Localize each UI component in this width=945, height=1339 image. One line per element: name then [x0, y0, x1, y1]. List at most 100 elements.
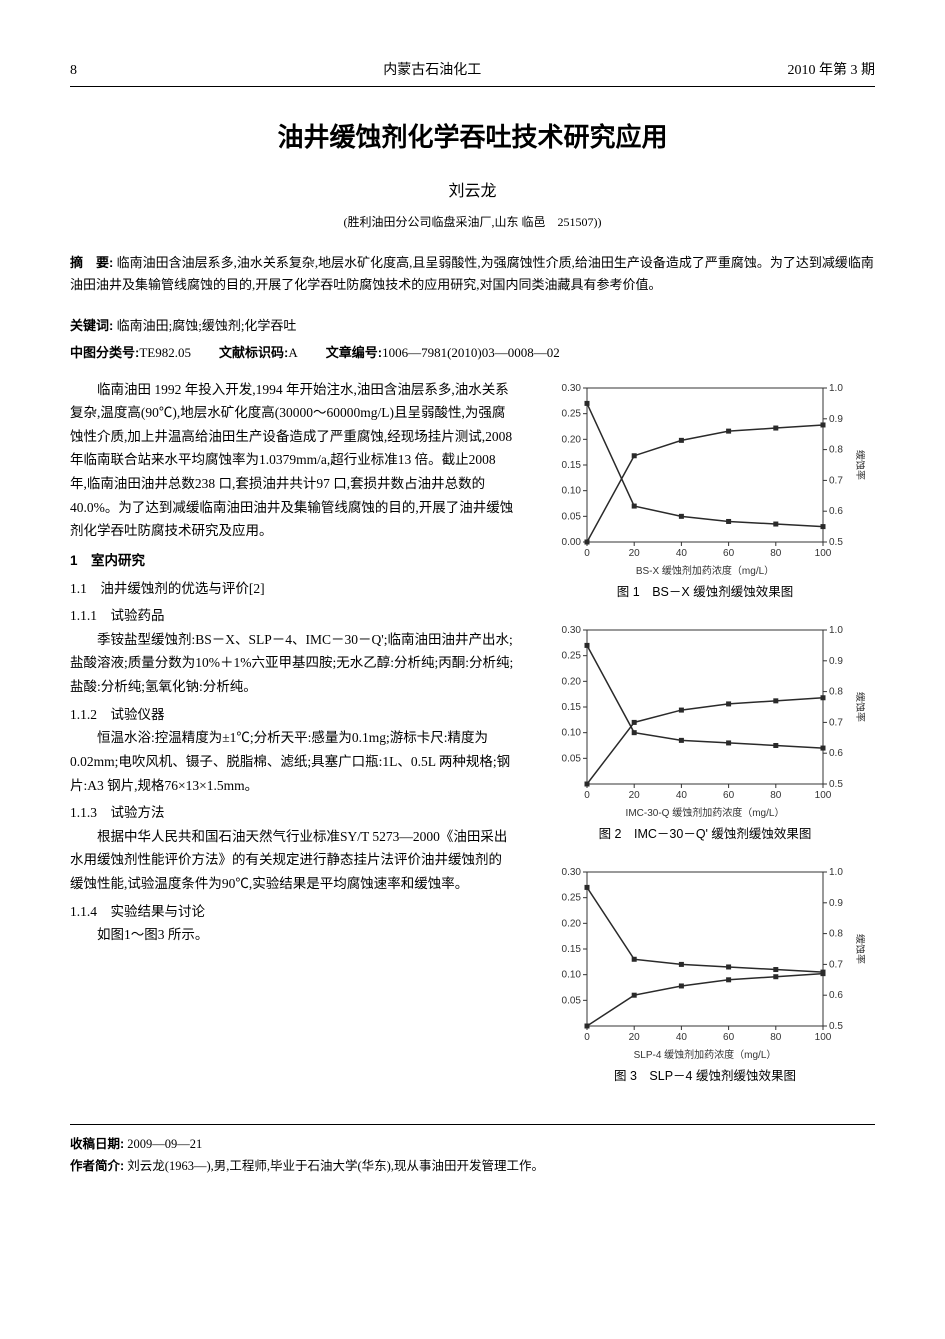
chart-2-caption: 图 2 IMC－30－Q' 缓蚀剂缓蚀效果图 — [535, 824, 875, 844]
svg-text:0.30: 0.30 — [562, 625, 582, 636]
svg-text:0.6: 0.6 — [829, 748, 843, 759]
svg-text:0.00: 0.00 — [562, 537, 582, 548]
svg-text:100: 100 — [815, 790, 832, 801]
svg-text:100: 100 — [815, 1032, 832, 1043]
svg-text:0.7: 0.7 — [829, 717, 843, 728]
svg-text:0.30: 0.30 — [562, 383, 582, 394]
chart-2-container: 0 20 40 60 80 100 IMC-30-Q 缓蚀剂加药浓度（mg/L） 0.05 0.… — [535, 620, 875, 852]
svg-text:40: 40 — [676, 790, 688, 801]
clc-label: 中图分类号: — [70, 345, 139, 360]
articleno-group: 文章编号:1006—7981(2010)03—0008—02 — [326, 343, 560, 364]
svg-text:60: 60 — [723, 548, 735, 559]
section-1-1-2-text: 恒温水浴:控温精度为±1℃;分析天平:感量为0.1mg;游标卡尺:精度为0.02… — [70, 726, 515, 797]
clc-group: 中图分类号:TE982.05 — [70, 343, 191, 364]
svg-text:0.25: 0.25 — [562, 650, 582, 661]
svg-text:20: 20 — [629, 548, 641, 559]
section-1-1-1-heading: 1.1.1 试验药品 — [70, 604, 515, 628]
svg-text:0.5: 0.5 — [829, 537, 843, 548]
svg-text:0.10: 0.10 — [562, 485, 582, 496]
right-column: 0 20 40 60 80 100 BS-X 缓蚀剂加药浓度（mg/L） 0.00 0.05 0.… — [535, 378, 875, 1094]
svg-text:0.20: 0.20 — [562, 676, 582, 687]
svg-text:0.05: 0.05 — [562, 995, 582, 1006]
two-column-content: 临南油田 1992 年投入开发,1994 年开始注水,油田含油层系多,油水关系复… — [70, 378, 875, 1094]
svg-text:IMC-30-Q 缓蚀剂加药浓度（mg/L）: IMC-30-Q 缓蚀剂加药浓度（mg/L） — [626, 806, 785, 819]
svg-text:0.25: 0.25 — [562, 892, 582, 903]
articleno-label: 文章编号: — [326, 345, 382, 360]
bio-label: 作者简介: — [70, 1159, 124, 1173]
keywords-text: 临南油田;腐蚀;缓蚀剂;化学吞吐 — [117, 318, 297, 333]
intro-paragraph: 临南油田 1992 年投入开发,1994 年开始注水,油田含油层系多,油水关系复… — [70, 378, 515, 543]
svg-text:0.6: 0.6 — [829, 506, 843, 517]
section-1-heading: 1 室内研究 — [70, 549, 515, 573]
svg-text:0.30: 0.30 — [562, 867, 582, 878]
chart-3-container: 020406080100SLP-4 缓蚀剂加药浓度（mg/L）0.050.100… — [535, 862, 875, 1094]
svg-text:BS-X 缓蚀剂加药浓度（mg/L）: BS-X 缓蚀剂加药浓度（mg/L） — [636, 564, 774, 577]
svg-text:0.9: 0.9 — [829, 897, 843, 908]
svg-text:SLP-4 缓蚀剂加药浓度（mg/L）: SLP-4 缓蚀剂加药浓度（mg/L） — [634, 1048, 777, 1061]
svg-text:0.05: 0.05 — [562, 753, 582, 764]
svg-text:0.6: 0.6 — [829, 990, 843, 1001]
footer-block: 收稿日期: 2009—09—21 作者简介: 刘云龙(1963—),男,工程师,… — [70, 1124, 875, 1178]
keywords-label: 关键词: — [70, 318, 113, 333]
svg-text:0.8: 0.8 — [829, 444, 843, 455]
svg-text:0.5: 0.5 — [829, 779, 843, 790]
svg-text:20: 20 — [629, 1032, 641, 1043]
abstract-label: 摘 要: — [70, 255, 113, 270]
author-bio-line: 作者简介: 刘云龙(1963—),男,工程师,毕业于石油大学(华东),现从事油田… — [70, 1155, 875, 1178]
bio-text: 刘云龙(1963—),男,工程师,毕业于石油大学(华东),现从事油田开发管理工作… — [127, 1159, 544, 1173]
svg-text:缓蚀率: 缓蚀率 — [854, 450, 865, 480]
author-affiliation: (胜利油田分公司临盘采油厂,山东 临邑 251507)) — [70, 213, 875, 232]
doccode-label: 文献标识码: — [219, 345, 288, 360]
svg-text:40: 40 — [676, 548, 688, 559]
chart-3-svg: 020406080100SLP-4 缓蚀剂加药浓度（mg/L）0.050.100… — [545, 862, 865, 1062]
svg-text:80: 80 — [770, 548, 782, 559]
left-column: 临南油田 1992 年投入开发,1994 年开始注水,油田含油层系多,油水关系复… — [70, 378, 515, 1094]
section-1-1-4-text: 如图1～图3 所示。 — [70, 923, 515, 947]
svg-text:0: 0 — [584, 548, 590, 559]
svg-text:60: 60 — [723, 790, 735, 801]
svg-text:0.9: 0.9 — [829, 413, 843, 424]
section-1-1-3-heading: 1.1.3 试验方法 — [70, 801, 515, 825]
running-header: 8 内蒙古石油化工 2010 年第 3 期 — [70, 60, 875, 87]
svg-text:20: 20 — [629, 790, 641, 801]
section-1-1-2-heading: 1.1.2 试验仪器 — [70, 703, 515, 727]
svg-text:0.25: 0.25 — [562, 408, 582, 419]
svg-text:1.0: 1.0 — [829, 867, 843, 878]
journal-name: 内蒙古石油化工 — [383, 60, 481, 82]
doccode-value: A — [288, 345, 297, 360]
chart-1-container: 020406080100BS-X 缓蚀剂加药浓度（mg/L）0.000.050.… — [535, 378, 875, 610]
section-1-1-1-text: 季铵盐型缓蚀剂:BS－X、SLP－4、IMC－30－Q';临南油田油井产出水;盐… — [70, 628, 515, 699]
section-1-1-heading: 1.1 油井缓蚀剂的优选与评价[2] — [70, 577, 515, 601]
doccode-group: 文献标识码:A — [219, 343, 298, 364]
chart-1-caption: 图 1 BS－X 缓蚀剂缓蚀效果图 — [535, 582, 875, 602]
svg-text:1.0: 1.0 — [829, 383, 843, 394]
svg-text:0.20: 0.20 — [562, 434, 582, 445]
keywords-line: 关键词: 临南油田;腐蚀;缓蚀剂;化学吞吐 — [70, 316, 875, 337]
section-1-1-3-text: 根据中华人民共和国石油天然气行业标准SY/T 5273—2000《油田采出水用缓… — [70, 825, 515, 896]
chart-1-svg: 020406080100BS-X 缓蚀剂加药浓度（mg/L）0.000.050.… — [545, 378, 865, 578]
svg-text:100: 100 — [815, 548, 832, 559]
page-number: 8 — [70, 60, 77, 82]
svg-text:80: 80 — [770, 790, 782, 801]
svg-text:80: 80 — [770, 1032, 782, 1043]
svg-text:0.9: 0.9 — [829, 655, 843, 666]
article-title: 油井缓蚀剂化学吞吐技术研究应用 — [70, 117, 875, 159]
svg-text:0.20: 0.20 — [562, 918, 582, 929]
svg-text:缓蚀率: 缓蚀率 — [854, 692, 865, 722]
svg-text:0: 0 — [584, 790, 590, 801]
svg-text:0.8: 0.8 — [829, 686, 843, 697]
received-date-line: 收稿日期: 2009—09—21 — [70, 1133, 875, 1156]
svg-text:0.7: 0.7 — [829, 959, 843, 970]
svg-text:缓蚀率: 缓蚀率 — [854, 934, 865, 964]
svg-text:0.8: 0.8 — [829, 928, 843, 939]
svg-text:40: 40 — [676, 1032, 688, 1043]
classification-line: 中图分类号:TE982.05 文献标识码:A 文章编号:1006—7981(20… — [70, 343, 875, 364]
svg-text:0.7: 0.7 — [829, 475, 843, 486]
chart-2-svg: 0 20 40 60 80 100 IMC-30-Q 缓蚀剂加药浓度（mg/L） 0.05 0.… — [545, 620, 865, 820]
articleno-value: 1006—7981(2010)03—0008—02 — [382, 345, 560, 360]
svg-text:60: 60 — [723, 1032, 735, 1043]
section-1-1-4-heading: 1.1.4 实验结果与讨论 — [70, 900, 515, 924]
received-label: 收稿日期: — [70, 1137, 124, 1151]
abstract-block: 摘 要: 临南油田含油层系多,油水关系复杂,地层水矿化度高,且呈弱酸性,为强腐蚀… — [70, 252, 875, 296]
svg-text:0: 0 — [584, 1032, 590, 1043]
